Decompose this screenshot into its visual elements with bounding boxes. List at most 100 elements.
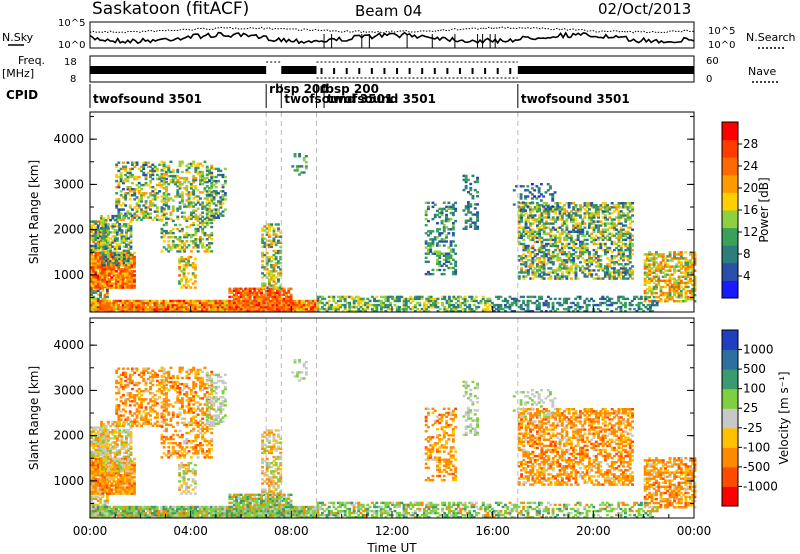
power-cell <box>583 246 587 250</box>
power-cell <box>180 197 184 200</box>
power-cell <box>572 261 576 264</box>
power-cell <box>96 224 100 227</box>
power-cell <box>149 204 152 207</box>
power-cell <box>599 255 603 258</box>
power-cell <box>529 206 533 209</box>
power-cell <box>542 244 546 248</box>
power-cell <box>96 236 100 240</box>
power-cell <box>187 197 191 200</box>
power-cell <box>450 299 453 303</box>
power-cell <box>117 282 121 285</box>
power-cell <box>133 307 136 311</box>
power-cell <box>207 303 211 307</box>
power-cell <box>526 259 530 262</box>
power-cell <box>579 232 582 235</box>
power-cell <box>176 207 180 210</box>
power-cell <box>111 217 115 220</box>
power-cell <box>572 244 576 248</box>
power-cell <box>536 257 539 260</box>
power-cell <box>533 267 537 270</box>
power-cell <box>142 310 145 313</box>
power-cell <box>445 307 449 311</box>
power-cell <box>92 299 96 303</box>
power-cell <box>585 232 589 235</box>
power-cell <box>196 219 200 223</box>
power-cell <box>201 172 205 176</box>
power-cell <box>113 225 117 228</box>
power-cell <box>214 303 218 307</box>
power-cell <box>199 183 202 186</box>
power-cell <box>94 307 98 311</box>
power-cell <box>285 297 288 301</box>
power-cell <box>92 297 96 301</box>
power-cell <box>282 289 286 292</box>
power-cell <box>128 280 132 283</box>
power-cell <box>603 271 607 274</box>
power-cell <box>447 246 451 249</box>
power-cell <box>94 301 98 305</box>
power-cell <box>130 301 134 305</box>
power-cell <box>158 175 162 179</box>
power-cell <box>119 204 123 207</box>
power-cell <box>617 240 621 244</box>
power-cell <box>144 301 148 305</box>
power-cell <box>162 187 166 190</box>
power-cell <box>261 253 264 257</box>
power-cell <box>115 192 119 195</box>
power-cell <box>94 291 98 294</box>
power-cell <box>125 229 128 232</box>
power-cell <box>217 200 220 203</box>
power-cell <box>463 303 467 307</box>
power-cell <box>445 254 448 257</box>
power-cell <box>280 293 284 297</box>
power-cell <box>441 301 444 305</box>
power-cell <box>298 153 301 156</box>
power-cell <box>271 307 275 311</box>
power-cell <box>182 303 186 307</box>
power-cell <box>579 246 582 250</box>
power-cell <box>142 299 145 303</box>
power-cell <box>569 238 573 242</box>
power-cell <box>221 196 225 199</box>
power-cell <box>488 303 492 307</box>
power-cell <box>287 301 291 305</box>
power-cell <box>133 257 136 261</box>
power-cell <box>244 297 248 301</box>
power-cell <box>205 198 209 201</box>
power-cell <box>560 224 564 227</box>
power-cell <box>221 307 225 311</box>
power-cell <box>272 233 276 236</box>
power-cell <box>171 209 175 212</box>
power-cell <box>128 276 132 279</box>
power-cell <box>359 297 363 301</box>
power-cell <box>140 210 143 213</box>
power-cell <box>547 232 551 235</box>
power-cell <box>122 188 125 191</box>
power-cell <box>191 305 195 309</box>
power-cell <box>576 301 580 305</box>
power-cell <box>558 275 562 278</box>
power-cell <box>278 307 282 311</box>
power-cell <box>572 228 576 231</box>
power-cell <box>454 209 458 213</box>
power-cell <box>104 227 108 230</box>
power-cell <box>558 232 562 235</box>
power-cell <box>434 297 438 301</box>
power-cell <box>212 310 216 313</box>
power-cell <box>613 222 616 225</box>
power-cell <box>379 307 383 311</box>
power-cell <box>119 173 123 177</box>
power-cell <box>402 303 406 307</box>
power-cell <box>531 236 535 240</box>
power-cell <box>551 257 555 260</box>
power-cell <box>615 255 619 258</box>
power-cell <box>120 263 124 267</box>
power-cell <box>90 244 93 248</box>
power-cell <box>556 246 560 250</box>
power-cell <box>180 183 184 186</box>
power-cell <box>94 236 98 240</box>
power-cell <box>330 295 333 299</box>
power-cell <box>603 265 607 268</box>
power-cell <box>285 303 288 307</box>
power-cell <box>162 164 166 168</box>
